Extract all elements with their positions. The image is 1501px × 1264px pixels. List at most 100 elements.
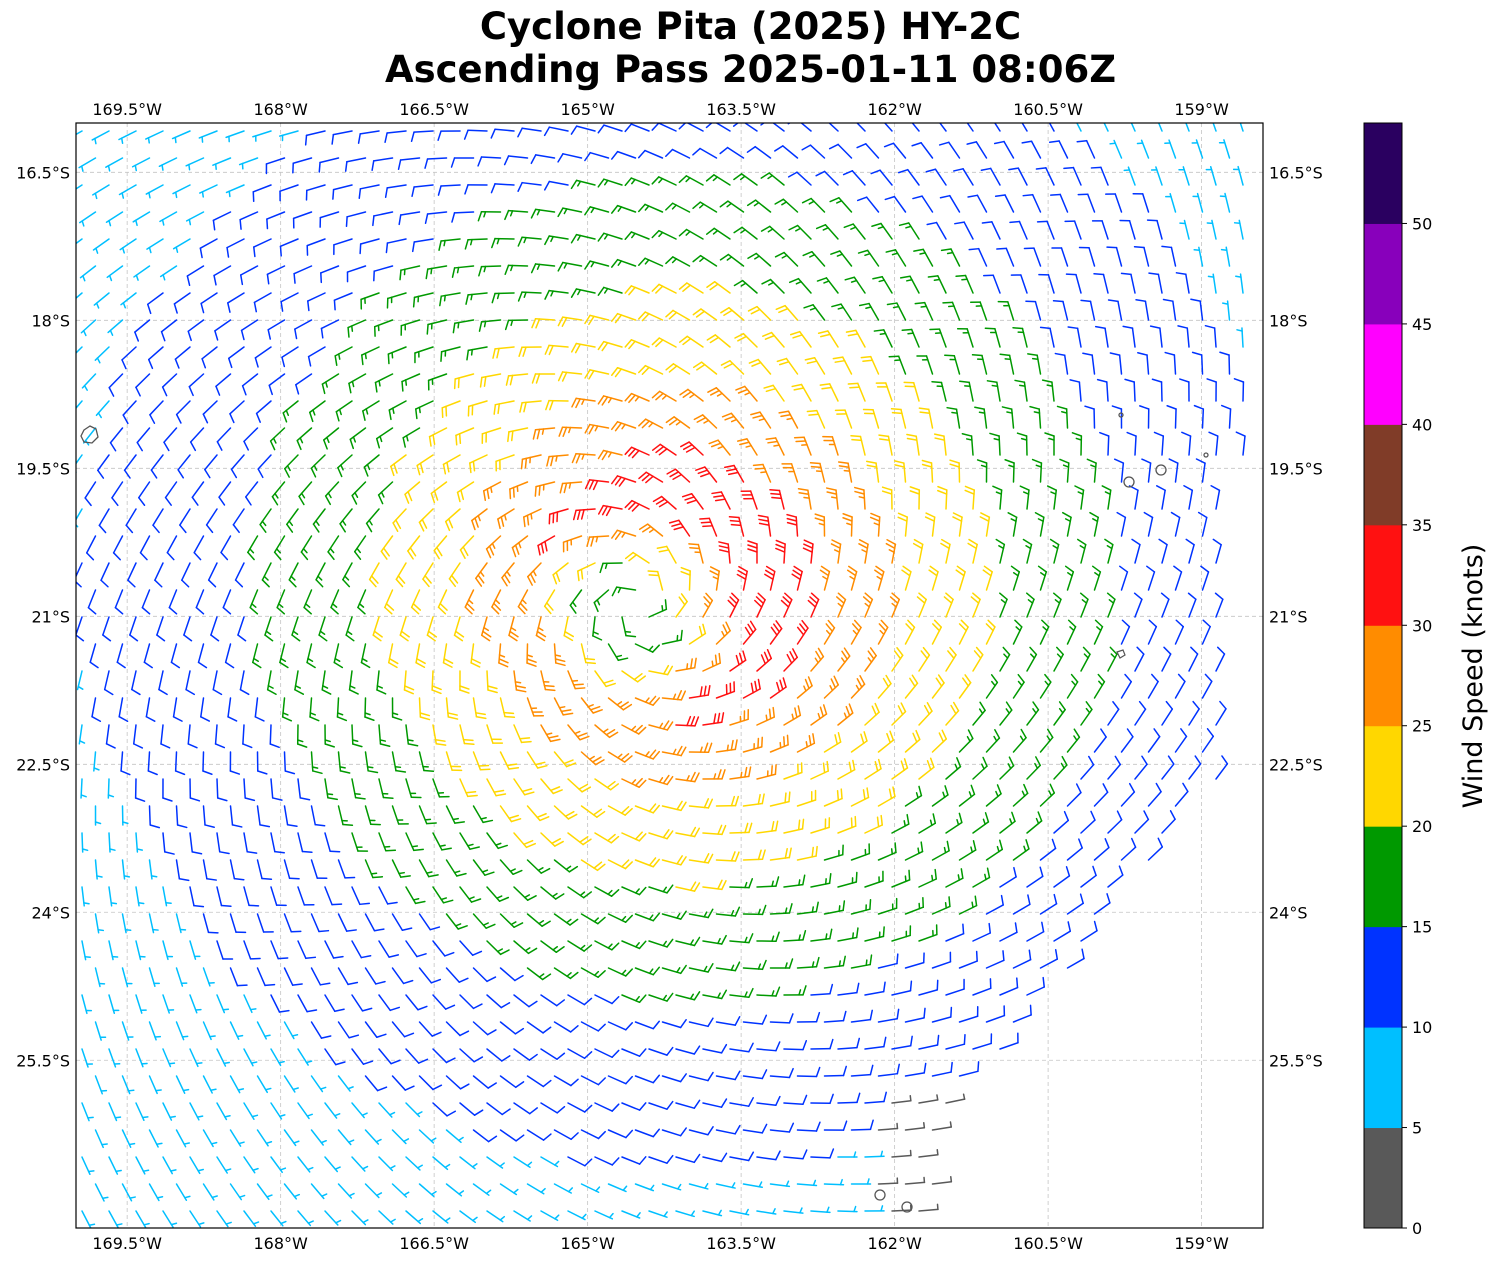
wind-barb xyxy=(265,157,286,175)
wind-barb xyxy=(891,925,912,942)
wind-barb xyxy=(864,647,877,672)
wind-barb xyxy=(675,657,697,672)
bottom-longitude-label: 168°W xyxy=(253,1234,308,1253)
wind-barb xyxy=(486,1048,511,1062)
wind-barb xyxy=(999,592,1008,618)
wind-barb xyxy=(1120,673,1132,699)
wind-barb xyxy=(283,1183,301,1200)
wind-barb xyxy=(392,508,407,533)
wind-barb xyxy=(234,562,245,588)
wind-barb xyxy=(788,277,812,294)
wind-barb xyxy=(390,454,407,477)
wind-barb xyxy=(100,562,110,588)
wind-barb xyxy=(1066,948,1085,969)
right-latitude-label: 24°S xyxy=(1269,903,1308,922)
wind-barb xyxy=(1086,458,1097,483)
wind-barb xyxy=(540,940,565,954)
wind-barb xyxy=(459,940,483,956)
wind-barb xyxy=(384,130,407,144)
wind-barb xyxy=(400,319,421,336)
wind-barb xyxy=(688,1182,709,1190)
wind-barb xyxy=(735,385,758,402)
wind-barb xyxy=(553,1021,579,1033)
wind-barb xyxy=(557,371,583,382)
wind-barb xyxy=(372,211,394,227)
wind-barb xyxy=(198,130,218,143)
wind-barb xyxy=(621,1048,647,1057)
wind-barb xyxy=(769,677,787,699)
wind-barb xyxy=(324,832,341,853)
wind-barb xyxy=(318,157,340,173)
wind-barb xyxy=(940,538,951,564)
wind-barb xyxy=(624,285,650,296)
wind-barb xyxy=(597,449,623,461)
wind-barb xyxy=(135,940,146,961)
wind-barb xyxy=(864,1150,885,1158)
wind-barb xyxy=(823,844,844,861)
wind-barb xyxy=(607,859,633,870)
wind-barb xyxy=(837,871,858,888)
wind-barb xyxy=(224,643,235,669)
wind-barb xyxy=(459,535,475,559)
wind-barb xyxy=(336,697,348,722)
wind-barb xyxy=(81,832,89,853)
wind-barb xyxy=(864,981,886,996)
bottom-longitude-label: 169.5°W xyxy=(92,1234,162,1253)
wind-barb xyxy=(345,616,355,642)
wind-barb xyxy=(945,1033,966,1050)
wind-barb xyxy=(199,238,218,259)
wind-barb xyxy=(742,678,761,699)
wind-barb xyxy=(1187,592,1197,618)
wind-barb xyxy=(769,1122,795,1133)
wind-barb xyxy=(76,346,83,355)
wind-barb xyxy=(232,508,245,534)
wind-barb xyxy=(607,697,633,711)
wind-barb xyxy=(267,319,286,340)
wind-barb xyxy=(240,319,259,341)
wind-barb xyxy=(665,309,691,321)
wind-barb xyxy=(243,1210,260,1227)
wind-barb xyxy=(747,252,772,267)
wind-barb xyxy=(403,670,415,695)
wind-barb xyxy=(348,373,367,394)
wind-barb xyxy=(391,805,409,825)
colorbar-segment xyxy=(1364,725,1402,827)
left-latitude-label: 21°S xyxy=(31,607,70,626)
wind-barb xyxy=(1136,139,1150,159)
wind-barb xyxy=(897,512,908,537)
wind-barb xyxy=(748,358,772,375)
wind-barb xyxy=(688,1071,714,1082)
wind-barb xyxy=(442,454,461,475)
wind-barb xyxy=(175,1021,189,1041)
wind-barb xyxy=(386,292,407,309)
wind-barb xyxy=(747,305,772,321)
wind-barb xyxy=(958,840,977,861)
wind-barb xyxy=(92,184,110,200)
wind-barb xyxy=(230,454,245,479)
wind-barb xyxy=(418,1075,443,1091)
wind-barb xyxy=(729,766,752,780)
colorbar-tick-label: 5 xyxy=(1412,1119,1422,1138)
wind-barb xyxy=(148,967,160,987)
wind-barb xyxy=(526,751,548,769)
wind-barb xyxy=(378,778,394,800)
wind-barb xyxy=(426,616,438,642)
wind-barb xyxy=(1147,619,1158,645)
wind-barb xyxy=(185,157,205,171)
wind-barb xyxy=(721,412,745,429)
wind-barb xyxy=(1021,140,1042,159)
wind-barb xyxy=(1107,299,1123,321)
wind-barb xyxy=(720,307,745,321)
wind-barb xyxy=(106,265,124,282)
wind-barb xyxy=(120,751,131,776)
wind-barb xyxy=(283,805,298,827)
wind-barb xyxy=(445,697,459,720)
wind-barb xyxy=(544,235,569,246)
wind-barb xyxy=(702,769,726,780)
wind-barb xyxy=(927,275,947,294)
wind-barb xyxy=(723,464,745,483)
wind-barb xyxy=(783,1149,808,1160)
wind-barb xyxy=(173,292,191,314)
wind-barb xyxy=(499,967,524,982)
wind-barb xyxy=(571,397,596,409)
